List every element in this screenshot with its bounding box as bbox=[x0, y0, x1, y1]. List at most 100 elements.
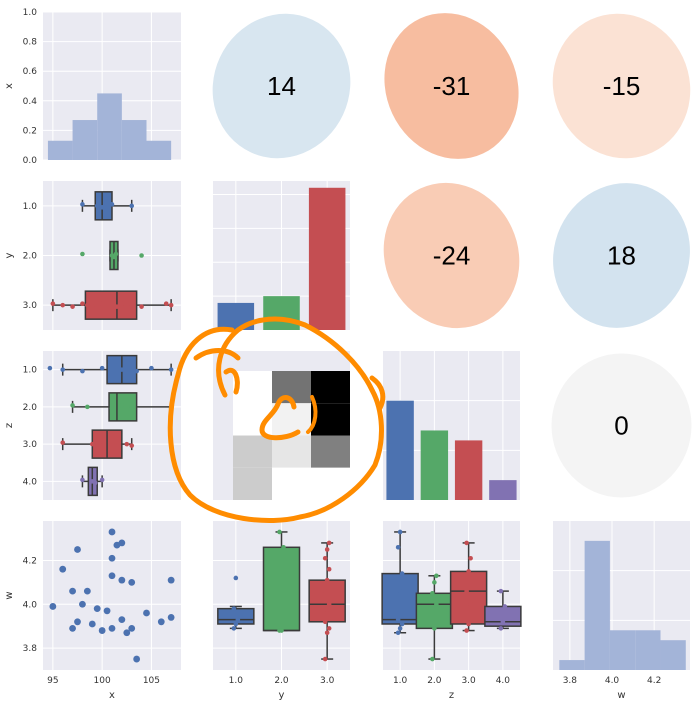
x-tick-label: 95 bbox=[47, 676, 58, 686]
strip-point bbox=[119, 367, 125, 372]
scatter-point bbox=[98, 627, 106, 634]
strip-point bbox=[397, 626, 403, 631]
strip-point bbox=[466, 569, 471, 574]
heatmap-cell bbox=[272, 467, 311, 500]
strip-point bbox=[466, 621, 471, 627]
scatter-point bbox=[118, 616, 126, 624]
hist-bar bbox=[47, 140, 73, 160]
strip-point bbox=[500, 619, 506, 625]
y-tick-label: 4.0 bbox=[23, 477, 38, 487]
strip-point bbox=[139, 304, 144, 309]
y-tick-label: 0.0 bbox=[23, 156, 38, 166]
panel-z-bar bbox=[383, 351, 520, 500]
strip-point bbox=[464, 588, 469, 594]
panel-layer: 0.0 0.2 0.4 0.6 0.8 1.0 x 14 -31 -15 -24 18 0 1.0 2.0 3… bbox=[4, 8, 692, 701]
x-tick-label: 100 bbox=[94, 676, 111, 686]
scatter-point bbox=[133, 655, 141, 663]
annotation-mid-stroke bbox=[306, 395, 318, 434]
hist-bar bbox=[146, 140, 172, 160]
corr-cell-z-w: 0 bbox=[551, 353, 692, 498]
panel-w-hist: 3.8 4.0 4.2 w bbox=[553, 521, 690, 701]
y-tick-label: 0.2 bbox=[23, 126, 37, 136]
strip-point bbox=[235, 617, 241, 622]
strip-point bbox=[498, 588, 504, 594]
corr-ellipse bbox=[383, 182, 520, 329]
col-axis-label: y bbox=[279, 690, 285, 701]
bar bbox=[489, 480, 517, 500]
panel-background bbox=[43, 521, 181, 670]
strip-point bbox=[60, 367, 66, 372]
scatter-point bbox=[69, 624, 76, 632]
strip-point bbox=[322, 656, 328, 662]
strip-point bbox=[322, 588, 328, 594]
strip-point bbox=[324, 610, 330, 616]
strip-point bbox=[114, 304, 120, 309]
strip-point bbox=[60, 302, 66, 308]
x-tick-label: 3.0 bbox=[320, 676, 335, 686]
corr-ellipse bbox=[212, 13, 351, 159]
strip-point bbox=[395, 544, 401, 550]
strip-point bbox=[233, 575, 239, 581]
strip-point bbox=[80, 477, 85, 483]
strip-point bbox=[109, 202, 115, 207]
strip-point bbox=[80, 251, 85, 257]
strip-point bbox=[119, 403, 125, 408]
heatmap-cell bbox=[233, 467, 272, 500]
strip-point bbox=[80, 301, 85, 306]
x-tick-label: 1.0 bbox=[229, 676, 244, 686]
panel-box-y-vs-x: 1.0 2.0 3.0 y bbox=[4, 181, 181, 330]
corr-value: 14 bbox=[267, 71, 296, 101]
strip-point bbox=[92, 480, 98, 486]
y-tick-label: 2.0 bbox=[23, 403, 38, 413]
strip-point bbox=[85, 302, 90, 308]
y-tick-label: 3.8 bbox=[23, 644, 38, 654]
scatter-point bbox=[128, 624, 136, 632]
hist-bar bbox=[97, 93, 122, 160]
y-tick-label: 1.0 bbox=[23, 202, 38, 212]
x-tick-label: 3.0 bbox=[461, 676, 476, 686]
y-tick-label: 1.0 bbox=[23, 8, 38, 18]
strip-point bbox=[99, 301, 105, 306]
hist-bar bbox=[635, 630, 661, 670]
box bbox=[415, 592, 454, 630]
corr-cell-x-z: -31 bbox=[384, 13, 519, 159]
box bbox=[262, 546, 301, 632]
y-tick-label: 0.8 bbox=[23, 38, 38, 48]
strip-point bbox=[468, 555, 473, 561]
heatmap-cell bbox=[311, 467, 350, 500]
y-tick-label: 4.2 bbox=[23, 556, 37, 566]
x-tick-label: 105 bbox=[143, 676, 160, 686]
corr-cell-y-w: 18 bbox=[553, 183, 690, 328]
hist-bar bbox=[72, 120, 98, 160]
heatmap-cell bbox=[311, 435, 350, 468]
scatter-point bbox=[59, 565, 67, 573]
heatmap-cell bbox=[272, 435, 311, 468]
strip-point bbox=[231, 606, 237, 611]
x-tick-label: 1.0 bbox=[393, 676, 408, 686]
strip-point bbox=[326, 601, 332, 607]
box bbox=[308, 579, 346, 623]
box bbox=[449, 570, 488, 625]
strip-point bbox=[149, 365, 154, 371]
hist-bar bbox=[609, 630, 636, 670]
row-axis-label-x: x bbox=[4, 83, 15, 89]
hist-bar bbox=[660, 640, 686, 670]
panel-x-hist: 0.0 0.2 0.4 0.6 0.8 1.0 x bbox=[4, 8, 181, 166]
strip-point bbox=[277, 529, 282, 535]
strip-point bbox=[395, 617, 401, 622]
strip-point bbox=[468, 601, 473, 607]
annotation-circle-stroke bbox=[167, 316, 384, 523]
freehand-annotation bbox=[167, 316, 386, 523]
strip-point bbox=[279, 628, 284, 633]
strip-point bbox=[168, 367, 174, 372]
bar bbox=[308, 187, 346, 330]
strip-point bbox=[434, 573, 439, 579]
strip-point bbox=[139, 253, 144, 258]
corr-cell-y-z: -24 bbox=[383, 182, 520, 329]
strip-point bbox=[432, 580, 437, 585]
y-tick-label: 3.0 bbox=[23, 301, 38, 311]
x-tick-label: 3.8 bbox=[563, 676, 578, 686]
hist-bar bbox=[121, 120, 147, 160]
strip-point bbox=[498, 626, 504, 631]
strip-point bbox=[395, 630, 401, 636]
